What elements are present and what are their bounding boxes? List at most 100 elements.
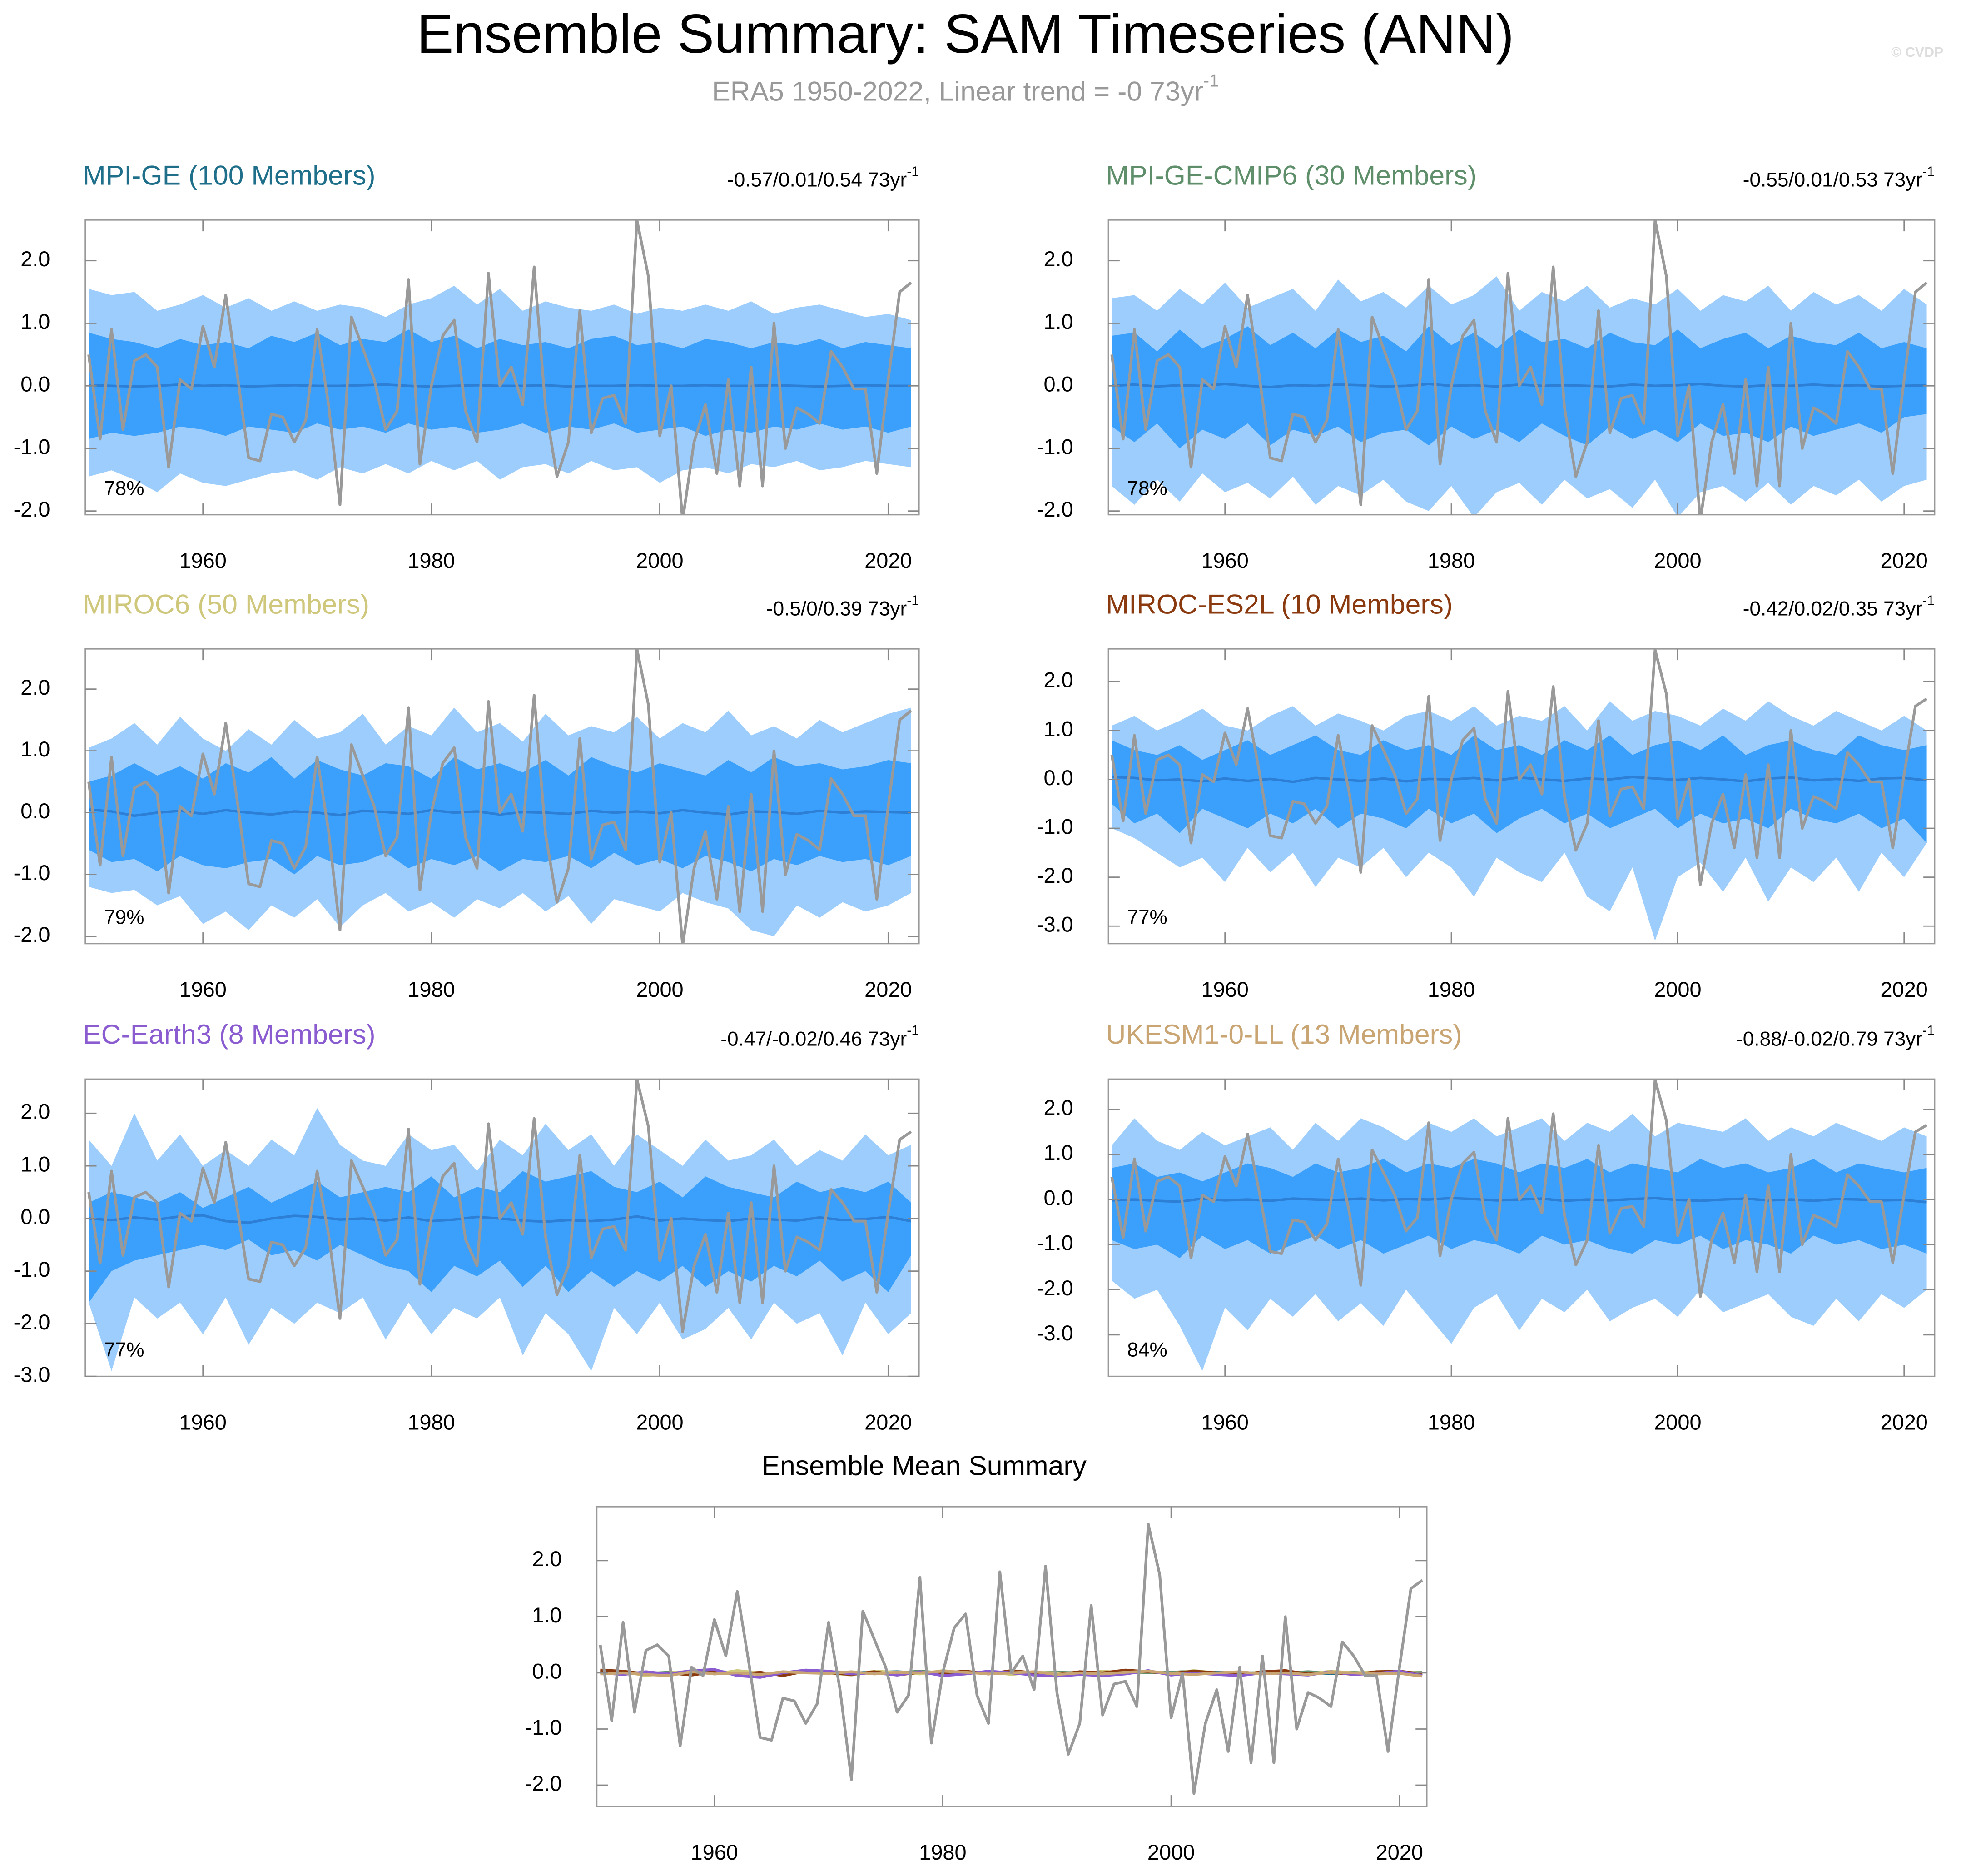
- trend-text: -0.5/0/0.39 73yr: [766, 597, 907, 620]
- y-tick-label: 0.0: [1044, 373, 1073, 396]
- y-tick-label: -2.0: [1037, 864, 1073, 887]
- subtitle-sup: -1: [1203, 71, 1219, 91]
- plot-frame: [1107, 648, 1936, 945]
- x-tick-label: 1960: [1201, 978, 1248, 1001]
- x-tick-label: 2000: [1147, 1841, 1195, 1864]
- x-tick-label: 1980: [1428, 1410, 1475, 1434]
- y-tick-label: -2.0: [14, 923, 50, 946]
- inner-band: [1112, 1159, 1927, 1259]
- plot-frame: [1107, 1078, 1936, 1377]
- annotation: 78%: [1127, 477, 1167, 499]
- x-tick-label: 1980: [1428, 549, 1475, 572]
- trend-label: -0.55/0.01/0.53 73yr-1: [1743, 164, 1935, 191]
- plot-area: [1110, 220, 1928, 515]
- trend-sup: -1: [1922, 1023, 1935, 1038]
- trend-label: -0.47/-0.02/0.46 73yr-1: [720, 1023, 919, 1050]
- y-tick-label: -1.0: [525, 1716, 562, 1739]
- x-tick-label: 1960: [179, 549, 227, 572]
- y-tick-label: -3.0: [14, 1363, 50, 1387]
- x-tick-label: 1960: [1201, 1410, 1248, 1434]
- y-tick-label: 2.0: [20, 247, 50, 271]
- trend-label: -0.42/0.02/0.35 73yr-1: [1743, 593, 1935, 620]
- plot-frame: [84, 648, 920, 945]
- panel: MIROC6 (50 Members) -0.5/0/0.39 73yr-1 79%…: [14, 588, 920, 1001]
- x-tick-label: 1960: [1201, 549, 1248, 572]
- x-tick-label: 2000: [1654, 1410, 1701, 1434]
- x-tick-label: 2020: [864, 1410, 912, 1434]
- observed-line: [1110, 1079, 1928, 1298]
- plot-area: [1110, 649, 1928, 941]
- y-tick-label: -1.0: [14, 435, 50, 458]
- ensemble-mean-line: [89, 808, 911, 817]
- x-tick-label: 1980: [919, 1841, 966, 1864]
- panel-title: UKESM1-0-LL (13 Members): [1106, 1019, 1462, 1050]
- y-tick-label: 0.0: [532, 1659, 561, 1683]
- annotation: 77%: [1127, 906, 1167, 928]
- trend-sup: -1: [907, 593, 919, 608]
- y-tick-label: 0.0: [1044, 766, 1073, 790]
- x-tick-label: 1960: [179, 1410, 227, 1434]
- y-tick-label: -1.0: [14, 1258, 50, 1281]
- x-tick-label: 1980: [407, 978, 455, 1001]
- panel-title: MPI-GE-CMIP6 (30 Members): [1106, 159, 1477, 190]
- annotation: 78%: [104, 477, 144, 499]
- y-tick-label: 1.0: [20, 737, 50, 761]
- panel-title: MPI-GE (100 Members): [83, 159, 375, 190]
- y-tick-label: 1.0: [20, 1152, 50, 1176]
- x-tick-label: 2000: [1654, 978, 1701, 1001]
- plot-area: [599, 1523, 1423, 1795]
- x-tick-label: 2000: [636, 978, 683, 1001]
- x-tick-label: 1980: [407, 549, 455, 572]
- y-tick-label: -2.0: [14, 1310, 50, 1334]
- x-tick-label: 2000: [636, 549, 683, 572]
- observed-line: [87, 220, 912, 515]
- x-tick-label: 2000: [636, 1410, 683, 1434]
- x-tick-label: 1960: [179, 978, 227, 1001]
- y-tick-label: 1.0: [1044, 1141, 1073, 1164]
- trend-text: -0.55/0.01/0.53 73yr: [1743, 169, 1922, 191]
- trend-text: -0.88/-0.02/0.79 73yr: [1736, 1028, 1922, 1050]
- plot-frame: [1107, 219, 1936, 516]
- panel: Ensemble Mean Summary 2.0 1.0 0.0 -1.0 -2.0 19…: [525, 1450, 1428, 1864]
- panel: MPI-GE-CMIP6 (30 Members) -0.55/0.01/0.53…: [1037, 159, 1936, 572]
- y-tick-label: -2.0: [1037, 1276, 1073, 1300]
- panel: MPI-GE (100 Members) -0.57/0.01/0.54 73yr…: [14, 159, 920, 572]
- plot-area: [87, 649, 912, 944]
- trend-sup: -1: [907, 1023, 919, 1038]
- inner-band: [1112, 326, 1927, 448]
- trend-sup: -1: [1922, 164, 1935, 179]
- x-tick-label: 2020: [1881, 549, 1928, 572]
- x-tick-label: 2000: [1654, 549, 1701, 572]
- y-tick-label: 0.0: [20, 1205, 50, 1229]
- trend-sup: -1: [907, 164, 919, 179]
- x-tick-label: 1980: [407, 1410, 455, 1434]
- credit: © CVDP: [1891, 45, 1943, 60]
- x-tick-label: 2020: [1881, 1410, 1928, 1434]
- y-tick-label: -1.0: [1037, 435, 1073, 458]
- y-tick-label: -1.0: [1037, 815, 1073, 838]
- inner-band: [89, 1171, 911, 1303]
- x-tick-label: 2020: [1376, 1841, 1423, 1864]
- y-tick-label: 2.0: [1044, 247, 1073, 271]
- y-tick-label: -2.0: [525, 1772, 562, 1795]
- plot-area: [1110, 1079, 1928, 1371]
- trend-sup: -1: [1922, 593, 1935, 608]
- trend-text: -0.47/-0.02/0.46 73yr: [720, 1028, 907, 1050]
- y-tick-label: 0.0: [20, 373, 50, 396]
- y-tick-label: -2.0: [14, 498, 50, 521]
- observed-line: [599, 1523, 1423, 1795]
- y-tick-label: 2.0: [1044, 1096, 1073, 1120]
- panel-title: MIROC-ES2L (10 Members): [1106, 588, 1453, 619]
- y-tick-label: -3.0: [1037, 913, 1073, 936]
- figure-title: Ensemble Summary: SAM Timeseries (ANN): [417, 3, 1514, 65]
- y-tick-label: -3.0: [1037, 1321, 1073, 1345]
- x-tick-label: 2020: [1881, 978, 1928, 1001]
- panel: UKESM1-0-LL (13 Members) -0.88/-0.02/0.79…: [1037, 1019, 1936, 1434]
- observed-line: [1110, 220, 1928, 515]
- subtitle: ERA5 1950-2022, Linear trend = -0 73yr-1: [712, 71, 1219, 107]
- y-tick-label: 2.0: [1044, 668, 1073, 692]
- plot-area: [87, 1079, 912, 1371]
- y-tick-label: 2.0: [20, 1100, 50, 1124]
